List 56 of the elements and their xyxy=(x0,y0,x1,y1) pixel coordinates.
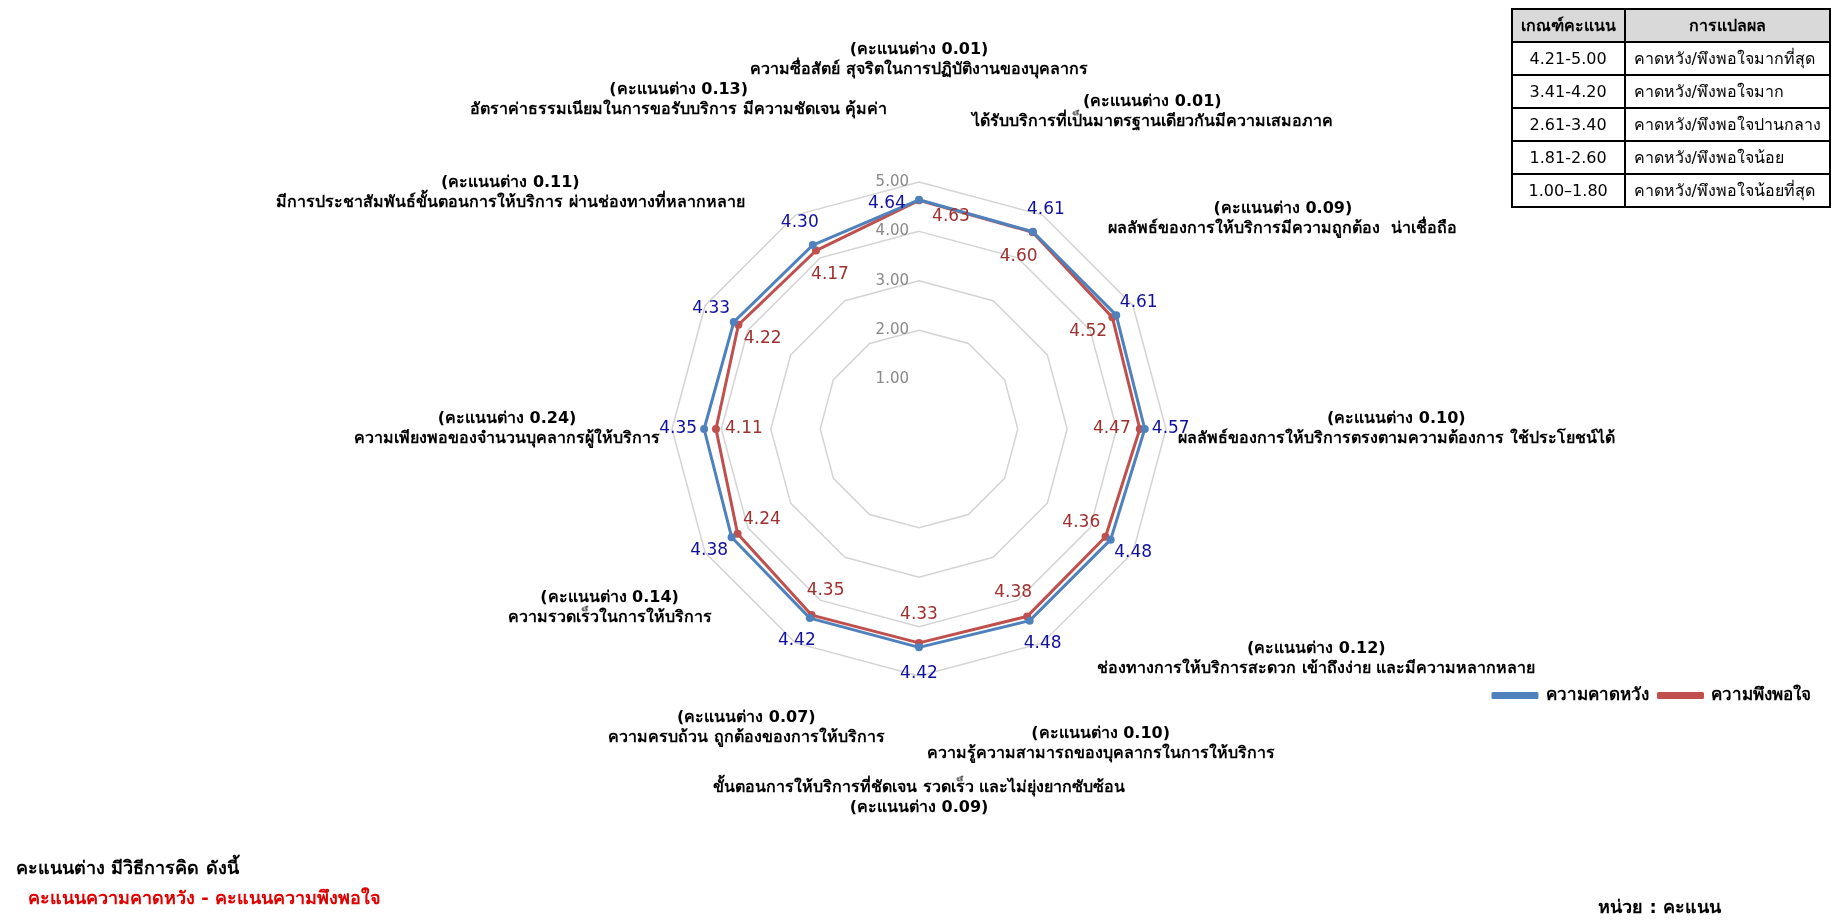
data-label: 4.35 xyxy=(659,417,698,438)
text: การแปลผล xyxy=(1624,9,1830,42)
data-label: 4.36 xyxy=(1062,511,1101,532)
spoke-label: (คะแนนต่าง 0.07) ความครบถ้วน ถูกต้องของการให้บริการ xyxy=(607,707,885,749)
text: คาดหวัง/พึงพอใจน้อยที่สุด xyxy=(1624,174,1830,207)
spoke-label: (คะแนนต่าง 0.24) ความเพียงพอของจำนวนบุคลากรผู้ให้บริการ xyxy=(354,408,660,450)
data-label: 4.11 xyxy=(725,417,763,438)
spoke-label: (คะแนนต่าง 0.01) ความซื่อสัตย์ สุจริตในการปฏิบัติงานของบุคลากร xyxy=(750,39,1088,80)
text: 4.21-5.00 xyxy=(1511,42,1625,75)
data-label: 4.17 xyxy=(811,263,849,284)
text: หน่วย : คะแนน xyxy=(1598,895,1721,919)
data-label: 4.61 xyxy=(1119,290,1158,311)
data-label: 4.33 xyxy=(900,603,938,624)
legend-label: ความคาดหวัง xyxy=(1545,683,1649,704)
spoke-label: (คะแนนต่าง 0.01) ได้รับบริการที่เป็นมาตรฐานเดียวกันมีความเสมอภาค xyxy=(969,90,1333,131)
data-label: 4.24 xyxy=(742,508,781,529)
text: คะแนนต่าง มีวิธีการคิด ดังนี้ xyxy=(16,853,239,880)
text: 1.00–1.80 xyxy=(1511,174,1625,207)
data-label: 4.22 xyxy=(743,327,782,348)
data-label: 4.52 xyxy=(1069,319,1108,340)
data-label: 4.30 xyxy=(780,210,819,231)
data-label: 4.38 xyxy=(690,538,729,559)
data-label: 4.33 xyxy=(692,297,731,318)
text: คาดหวัง/พึงพอใจมากที่สุด xyxy=(1624,42,1830,75)
spoke-label: (คะแนนต่าง 0.09) ผลลัพธ์ของการให้บริการมีความถูกต้อง น่าเชื่อถือ xyxy=(1108,198,1458,240)
data-label: 4.61 xyxy=(1026,197,1065,218)
spoke-label: (คะแนนต่าง 0.11) มีการประชาสัมพันธ์ขั้นตอนการให้บริการ ผ่านช่องทางที่หลากหลาย xyxy=(276,172,745,212)
spoke-label: ขั้นตอนการให้บริการที่ชัดเจน รวดเร็ว และไม่ยุ่งยากซับซ้อน (คะแนนต่าง 0.09) xyxy=(712,774,1126,817)
text: คาดหวัง/พึงพอใจปานกลาง xyxy=(1624,108,1830,141)
legend-label: ความพึงพอใจ xyxy=(1711,683,1811,704)
data-label: 4.42 xyxy=(900,661,938,682)
text: 3.41-4.20 xyxy=(1511,75,1625,108)
spoke-label: (คะแนนต่าง 0.14) ความรวดเร็วในการให้บริการ xyxy=(507,586,712,626)
text: คะแนนความคาดหวัง - คะแนนความพึงพอใจ xyxy=(28,886,382,910)
y-tick-label: 2.00 xyxy=(875,320,909,339)
data-label: 4.48 xyxy=(1023,631,1062,652)
text: เกณฑ์คะแนน xyxy=(1511,9,1625,42)
data-label: 4.63 xyxy=(932,204,970,225)
text: คาดหวัง/พึงพอใจมาก xyxy=(1624,75,1830,108)
y-tick-label: 1.00 xyxy=(875,369,909,388)
data-label: 4.47 xyxy=(1092,417,1131,438)
y-tick-label: 5.00 xyxy=(875,171,909,190)
text: 1.81-2.60 xyxy=(1511,141,1625,174)
data-label: 4.60 xyxy=(999,244,1038,265)
spoke-label: (คะแนนต่าง 0.12) ช่องทางการให้บริการสะดวก เข้าถึงง่าย และมีความหลากหลาย xyxy=(1097,637,1536,677)
data-label: 4.35 xyxy=(806,579,845,600)
text: 2.61-3.40 xyxy=(1511,108,1625,141)
data-label: 4.38 xyxy=(994,580,1033,601)
data-label: 4.64 xyxy=(868,192,906,213)
text: คาดหวัง/พึงพอใจน้อย xyxy=(1624,141,1830,174)
spoke-label: (คะแนนต่าง 0.10) ความรู้ความสามารถของบุคลากรในการให้บริการ xyxy=(926,722,1275,764)
data-label: 4.48 xyxy=(1114,541,1153,562)
data-label: 4.42 xyxy=(777,629,816,650)
spoke-label: (คะแนนต่าง 0.13) อัตราค่าธรรมเนียมในการขอรับบริการ มีความชัดเจน คุ้มค่า xyxy=(470,78,888,119)
y-tick-label: 4.00 xyxy=(875,221,909,240)
y-tick-label: 3.00 xyxy=(875,270,909,289)
